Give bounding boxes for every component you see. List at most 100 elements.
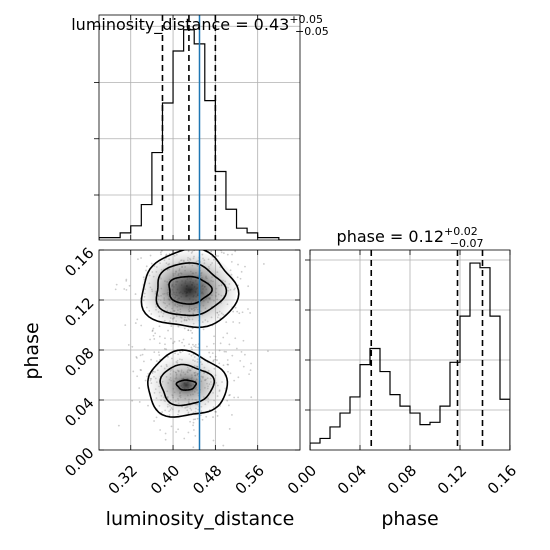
sample-point [194,343,197,346]
sample-point [233,396,236,399]
histogram-bin [500,399,510,450]
sample-point [172,242,174,244]
panel-frame [98,14,301,241]
sample-point [163,347,166,350]
contour-line [175,379,197,392]
histogram-bin [420,425,430,450]
sample-point [140,257,142,259]
sample-point [214,358,217,361]
sample-point [231,354,234,357]
y-tick-label: 0.00 [61,444,97,480]
x-tick-label: 0.04 [334,462,370,498]
sample-point [174,352,176,355]
sample-point [190,346,193,349]
sample-point [223,350,226,353]
sample-point [204,242,206,244]
x-tick-label: 0.12 [434,462,470,498]
sample-point [140,324,143,327]
sample-point [161,411,164,413]
phase-title-plus: +0.02 [444,225,478,238]
sample-point [192,446,195,449]
sample-point [234,337,237,340]
sample-point [164,343,166,346]
y-axis-label: phase [21,322,43,379]
quantile-lines [370,250,484,450]
sample-point [115,283,118,286]
sample-point [177,247,179,249]
sample-point [243,353,246,356]
sample-point [191,348,193,351]
sample-point [114,288,117,291]
sample-point [136,357,138,359]
sample-point [217,255,219,257]
sample-point [240,270,243,273]
sample-point [136,318,139,321]
sample-point [187,329,190,332]
histogram-bin [400,406,410,450]
sample-point [228,394,231,397]
histogram-bin [226,209,237,240]
sample-point [194,434,197,437]
sample-point [140,369,143,371]
sample-point [226,332,229,335]
sample-point [134,322,137,324]
sample-point [157,351,160,354]
sample-point [131,345,134,348]
sample-point [234,250,237,253]
contour-line [155,262,228,317]
density-blob [141,251,237,329]
sample-point [138,387,141,389]
sample-point [188,343,190,346]
histogram-bin [350,397,360,450]
sample-point [159,251,162,254]
histogram-steps [310,262,510,450]
sample-point [170,241,172,243]
sample-point [226,363,229,366]
sample-point [227,363,230,366]
sample-point [125,278,128,281]
sample-point [239,277,242,280]
sample-point [164,438,167,441]
sample-point [138,242,140,244]
x-axis-label: luminosity_distance [106,508,295,530]
sample-point [227,370,229,373]
sample-point [158,354,161,356]
histogram-steps [99,29,300,240]
histogram-bin [131,226,142,240]
sample-point [187,244,189,246]
histogram-bin [247,233,258,240]
luminosity-distance-title-minus: −0.05 [295,25,329,38]
sample-point [141,353,144,356]
sample-point [262,263,265,265]
histogram-bin [205,101,216,240]
sample-point [248,373,251,376]
sample-point [237,263,239,266]
sample-point [182,338,185,341]
sample-point [187,329,190,332]
sample-point [215,254,217,257]
sample-point [238,312,241,315]
tick-marks [99,249,300,451]
sample-point [178,340,181,342]
x-tick-label: 0.00 [284,462,320,498]
histogram-bin [330,427,340,450]
sample-point [220,251,223,254]
sample-point [175,431,177,433]
sample-point [187,431,190,434]
histogram-bin [480,268,490,450]
luminosity-distance-histogram-panel: luminosity_distance = 0.43+0.05 −0.05 [71,13,329,241]
sample-point [160,253,162,256]
sample-point [143,348,146,351]
sample-point [165,253,168,256]
sample-point [232,321,235,323]
sample-point [153,338,156,340]
phase-histogram-panel: 0.00 0.04 0.08 0.12 0.16 phase = 0.12+0.02 −0… [284,225,520,530]
x-tick-labels: 0.00 0.04 0.08 0.12 0.16 [284,462,520,498]
density-shading [141,251,237,418]
sample-point [237,396,240,399]
sample-point [151,329,154,332]
y-tick-label: 0.12 [61,294,97,330]
sample-point [183,437,186,440]
y-tick-label: 0.08 [61,344,97,380]
sample-point [149,338,151,341]
